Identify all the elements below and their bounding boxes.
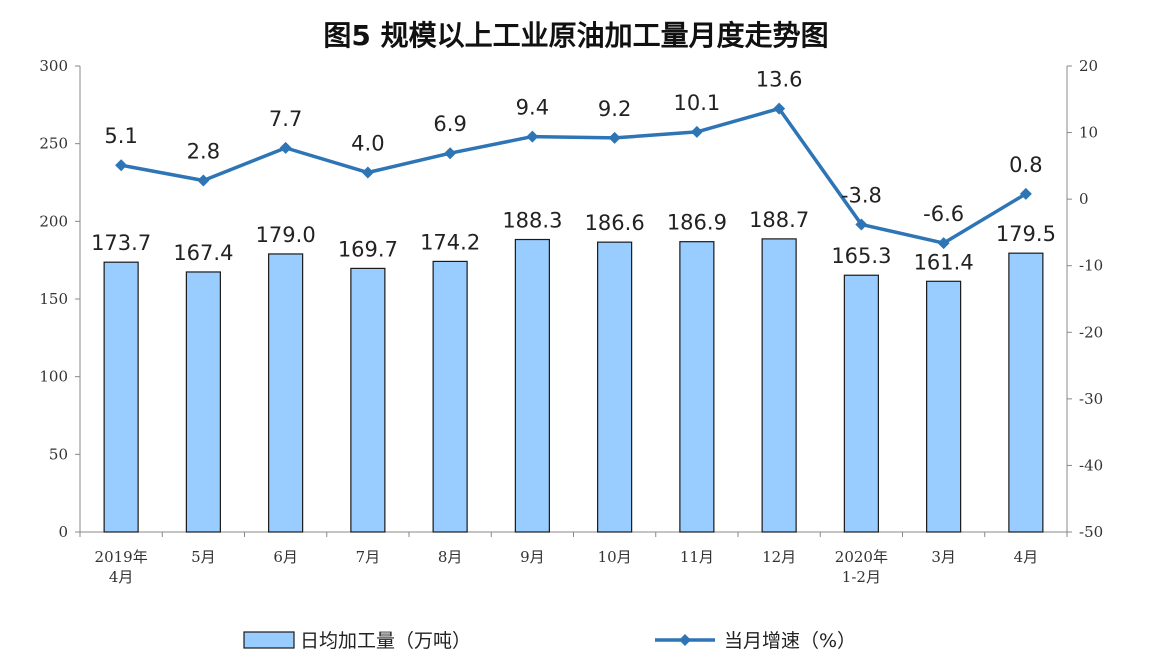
y-right-tick-label: -30 bbox=[1079, 390, 1103, 408]
bar bbox=[268, 253, 304, 533]
x-tick-label: 11月 bbox=[680, 548, 714, 566]
bar-data-label: 186.9 bbox=[667, 211, 727, 235]
bar-data-label: 167.4 bbox=[173, 241, 233, 265]
bar bbox=[843, 274, 879, 533]
line-point-marker bbox=[361, 166, 374, 179]
bar bbox=[514, 238, 550, 533]
line-point-marker bbox=[444, 147, 457, 160]
line-data-label: 7.7 bbox=[269, 107, 302, 131]
bar-data-label: 188.7 bbox=[749, 208, 809, 232]
line-data-label: -6.6 bbox=[923, 202, 964, 226]
bar-data-label: 165.3 bbox=[831, 244, 891, 268]
line-data-label: 2.8 bbox=[187, 140, 220, 164]
x-tick-label: 12月 bbox=[762, 548, 796, 566]
legend-bar-label: 日均加工量（万吨） bbox=[300, 630, 471, 652]
x-tick-label: 2019年 bbox=[95, 548, 148, 566]
y-left-tick-label: 150 bbox=[39, 290, 68, 308]
chart-title: 图5 规模以上工业原油加工量月度走势图 bbox=[323, 19, 829, 52]
line-data-label: 0.8 bbox=[1009, 153, 1042, 177]
line-data-label: -3.8 bbox=[841, 183, 882, 207]
line-data-label: 9.2 bbox=[598, 97, 631, 121]
bar-data-label: 173.7 bbox=[91, 231, 151, 255]
x-tick-label: 10月 bbox=[598, 548, 632, 566]
y-right-tick-label: 0 bbox=[1079, 190, 1089, 208]
bar bbox=[432, 260, 468, 533]
y-right-tick-label: 20 bbox=[1079, 57, 1098, 75]
bar-data-label: 186.6 bbox=[585, 211, 645, 235]
line-point-marker bbox=[197, 174, 210, 187]
bar bbox=[1008, 252, 1044, 533]
y-left-tick-label: 250 bbox=[39, 135, 68, 153]
line-point-marker bbox=[608, 131, 621, 144]
growth-line bbox=[120, 106, 1027, 245]
axes: 050100150200250300-50-40-30-20-100102020… bbox=[39, 57, 1103, 586]
line-point-marker bbox=[773, 102, 786, 115]
x-tick-label: 1-2月 bbox=[842, 568, 881, 586]
y-left-tick-label: 100 bbox=[39, 368, 68, 386]
y-right-tick-label: -50 bbox=[1079, 523, 1103, 541]
bar bbox=[350, 267, 386, 533]
bar-data-label: 188.3 bbox=[502, 209, 562, 233]
bar bbox=[926, 280, 962, 533]
bar-data-label: 169.7 bbox=[338, 237, 398, 261]
x-tick-label: 8月 bbox=[438, 548, 463, 566]
y-left-tick-label: 0 bbox=[58, 523, 68, 541]
line-data-label: 4.0 bbox=[351, 132, 384, 156]
line-point-marker bbox=[690, 125, 703, 138]
bar bbox=[761, 238, 797, 533]
bar-data-label: 174.2 bbox=[420, 230, 480, 254]
line-series: 5.1 2.8 7.7 4.0 6.9 9.4 9.2 10.1 13.6 -3.8 -6.6 0.8 bbox=[104, 68, 1043, 250]
line-point-marker bbox=[1019, 187, 1032, 200]
bar bbox=[185, 271, 221, 533]
line-data-label: 10.1 bbox=[673, 91, 720, 115]
line-point-marker bbox=[526, 130, 539, 143]
line-data-label: 9.4 bbox=[516, 96, 549, 120]
x-tick-label: 9月 bbox=[520, 548, 545, 566]
y-left-tick-label: 50 bbox=[49, 445, 68, 463]
line-point-marker bbox=[279, 141, 292, 154]
bar-series: 173.7 167.4 179.0 169.7 174.2 188.3 186.6 186.9… bbox=[91, 208, 1056, 533]
bar-data-label: 179.5 bbox=[996, 222, 1056, 246]
line-point-marker bbox=[855, 218, 868, 231]
x-tick-label: 7月 bbox=[356, 548, 381, 566]
bar bbox=[597, 241, 633, 533]
x-tick-label: 2020年 bbox=[835, 548, 888, 566]
line-data-label: 13.6 bbox=[756, 68, 803, 92]
x-tick-label: 5月 bbox=[191, 548, 216, 566]
y-right-tick-label: -40 bbox=[1079, 456, 1103, 474]
y-left-tick-label: 200 bbox=[39, 212, 68, 230]
line-data-label: 6.9 bbox=[433, 112, 466, 136]
y-right-tick-label: 10 bbox=[1079, 124, 1098, 142]
y-right-tick-label: -20 bbox=[1079, 323, 1103, 341]
line-data-label: 5.1 bbox=[104, 124, 137, 148]
bar bbox=[103, 261, 139, 533]
bar-data-label: 179.0 bbox=[256, 223, 316, 247]
bar-data-label: 161.4 bbox=[914, 250, 974, 274]
legend-line-label: 当月增速（%） bbox=[724, 630, 856, 652]
y-left-tick-label: 300 bbox=[39, 57, 68, 75]
x-tick-label: 4月 bbox=[1014, 548, 1039, 566]
x-tick-label: 3月 bbox=[931, 548, 956, 566]
x-tick-label: 4月 bbox=[109, 568, 134, 586]
line-point-marker bbox=[937, 237, 950, 250]
line-point-marker bbox=[115, 159, 128, 172]
x-tick-label: 6月 bbox=[273, 548, 298, 566]
legend-line-marker bbox=[679, 634, 691, 646]
y-right-tick-label: -10 bbox=[1079, 257, 1103, 275]
bar bbox=[679, 241, 715, 533]
legend-bar-swatch bbox=[243, 631, 295, 649]
legend: 日均加工量（万吨） 当月增速（%） bbox=[243, 630, 856, 652]
